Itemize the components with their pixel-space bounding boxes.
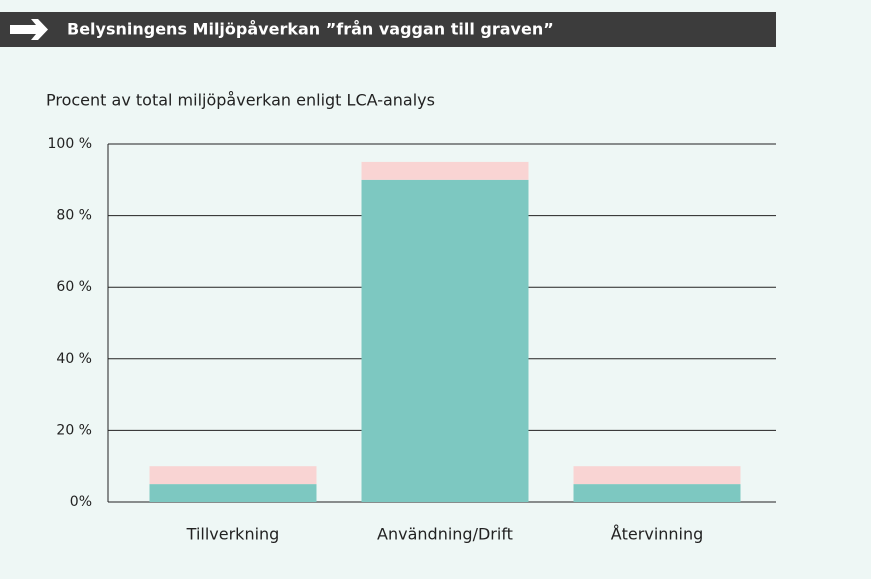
x-tick-label: Tillverkning (186, 525, 280, 544)
y-tick-label: 80 % (56, 208, 92, 224)
bar-segment (573, 466, 741, 485)
y-tick-label: 0% (70, 494, 92, 510)
arrow-icon (10, 19, 48, 40)
chart-title: Belysningens Miljöpåverkan ”från vaggan … (67, 20, 554, 39)
y-tick-label: 100 % (48, 136, 92, 152)
x-tick-label: Användning/Drift (377, 525, 513, 544)
bar-segment (361, 161, 529, 180)
header-bar (0, 12, 776, 47)
bar-segment (361, 179, 529, 503)
x-tick-label: Återvinning (611, 525, 704, 544)
y-tick-label: 20 % (56, 422, 92, 438)
bar-segment (149, 466, 317, 485)
y-tick-label: 40 % (56, 351, 92, 367)
chart-subtitle: Procent av total miljöpåverkan enligt LC… (46, 91, 435, 110)
bar-segment (149, 484, 317, 502)
bar-segment (573, 484, 741, 502)
y-tick-label: 60 % (56, 279, 92, 295)
